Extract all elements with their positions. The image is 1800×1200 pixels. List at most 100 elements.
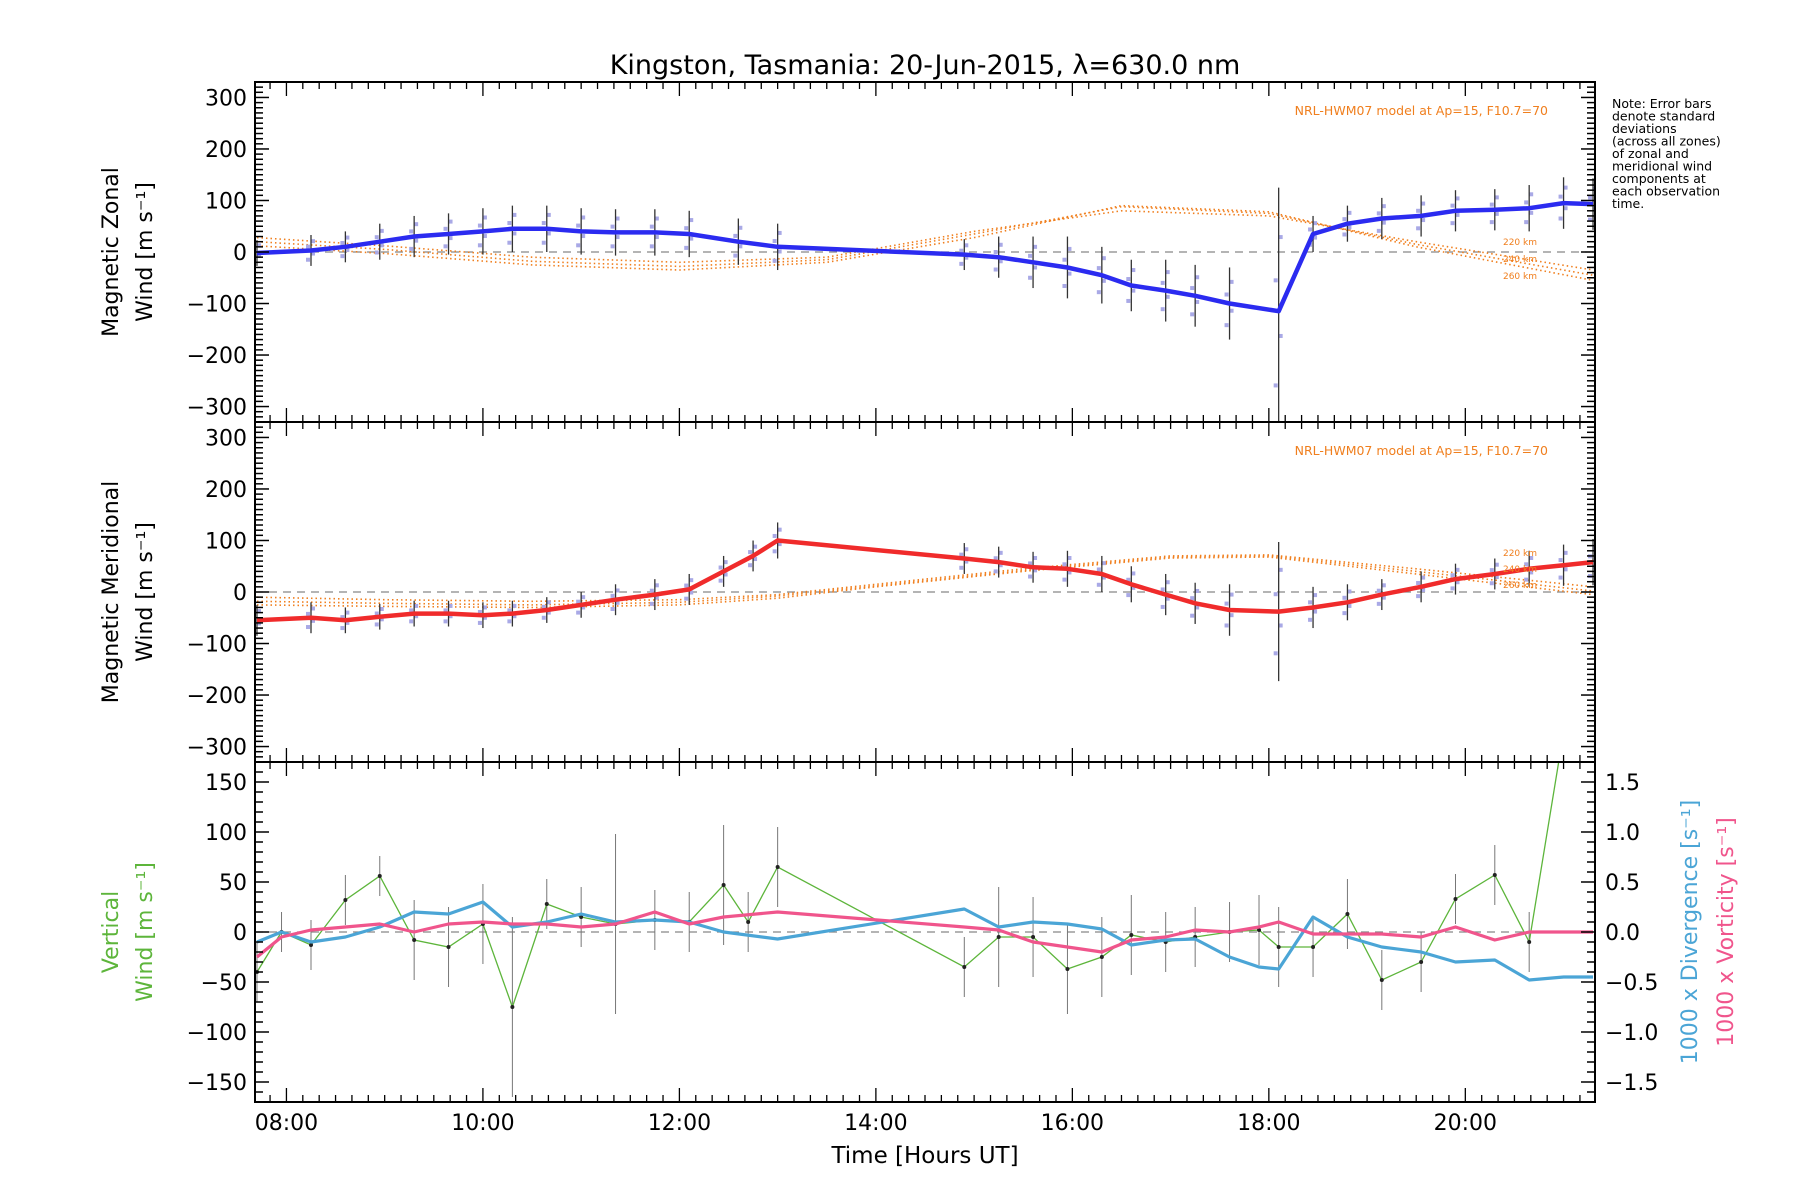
vertical-wind-point <box>1065 967 1070 971</box>
scatter-point <box>1529 570 1534 575</box>
scatter-point <box>964 255 969 260</box>
y-tick-label: −100 <box>187 1021 247 1046</box>
scatter-point <box>345 620 350 625</box>
scatter-point <box>998 550 1003 555</box>
scatter-point <box>1033 244 1038 249</box>
scatter-point <box>546 600 551 605</box>
scatter-point <box>576 610 581 615</box>
y-tick-label: 0 <box>233 921 247 946</box>
note-line: deviations <box>1612 121 1677 136</box>
scatter-point <box>1450 221 1455 226</box>
divergence-axis-title: 1000 x Divergence [s⁻¹] <box>1678 800 1703 1064</box>
scatter-point <box>1313 221 1318 226</box>
scatter-point <box>1416 594 1421 599</box>
scatter-point <box>1278 567 1283 572</box>
scatter-point <box>1421 587 1426 592</box>
scatter-point <box>305 611 310 616</box>
scatter-point <box>1376 228 1381 233</box>
scatter-point <box>772 239 777 244</box>
y-tick-label: −150 <box>187 1071 247 1096</box>
scatter-point <box>649 588 654 593</box>
scatter-point <box>541 221 546 226</box>
vertical-wind-point <box>308 943 313 947</box>
vertical-wind-point <box>1527 940 1532 944</box>
scatter-point <box>310 239 315 244</box>
scatter-point <box>1381 595 1386 600</box>
scatter-point <box>340 615 345 620</box>
scatter-point <box>615 235 620 240</box>
plot-area <box>255 730 1595 1097</box>
scatter-point <box>379 228 384 233</box>
scatter-point <box>414 222 419 227</box>
y-tick-label: −100 <box>187 293 247 318</box>
scatter-point <box>1229 308 1234 313</box>
scatter-point <box>1529 556 1534 560</box>
vertical-wind-point <box>721 883 726 887</box>
scatter-point <box>1224 292 1229 297</box>
x-tick-label: 08:00 <box>255 1111 318 1136</box>
scatter-point <box>1308 600 1313 605</box>
scatter-point <box>1126 577 1131 582</box>
scatter-point <box>443 608 448 613</box>
scatter-point <box>477 243 482 248</box>
vertical-wind-point <box>446 945 451 949</box>
y-tick-label-right: −1.0 <box>1605 1021 1658 1046</box>
scatter-point <box>1347 603 1352 608</box>
scatter-point <box>1558 575 1563 580</box>
scatter-point <box>1278 235 1283 240</box>
scatter-point <box>1489 581 1494 586</box>
zonal-wind-line <box>256 200 1594 314</box>
note-line: components at <box>1612 171 1706 186</box>
vertical-wind-point <box>1257 928 1262 932</box>
y-tick-label: 0 <box>233 241 247 266</box>
scatter-point <box>1224 623 1229 628</box>
scatter-point <box>959 552 964 557</box>
scatter-point <box>1455 567 1460 572</box>
scatter-point <box>993 267 998 272</box>
scatter-point <box>1278 623 1283 628</box>
scatter-point <box>1342 595 1347 600</box>
scatter-point <box>1101 575 1106 580</box>
divergence-line <box>256 900 1593 982</box>
scatter-point <box>1381 220 1386 225</box>
x-tick-label: 14:00 <box>844 1111 907 1136</box>
y-axis-title-line2: Wind [m s⁻¹] <box>133 182 158 322</box>
scatter-point <box>1062 577 1067 582</box>
scatter-point <box>723 560 728 565</box>
y-tick-label: 50 <box>219 871 247 896</box>
scatter-point <box>1229 613 1234 618</box>
scatter-point <box>1028 253 1033 258</box>
scatter-point <box>1376 601 1381 606</box>
scatter-point <box>1381 583 1386 588</box>
scatter-point <box>1524 577 1529 582</box>
scatter-point <box>1028 275 1033 280</box>
vertical-wind-point <box>1562 730 1566 734</box>
scatter-point <box>1190 613 1195 618</box>
note-line: meridional wind <box>1612 159 1712 174</box>
scatter-point <box>753 544 758 549</box>
scatter-point <box>581 595 586 600</box>
y-tick-label: 300 <box>205 86 247 111</box>
scatter-point <box>1588 195 1593 200</box>
vertical-wind-point <box>746 920 751 924</box>
scatter-point <box>738 244 743 249</box>
scatter-point <box>1165 580 1170 585</box>
scatter-point <box>541 615 546 620</box>
scatter-point <box>1096 266 1101 271</box>
scatter-point <box>1450 586 1455 591</box>
scatter-point <box>964 243 969 248</box>
scatter-point <box>723 572 728 577</box>
scatter-point <box>1190 312 1195 317</box>
scatter-point <box>733 253 738 258</box>
scatter-point <box>654 235 659 240</box>
scatter-point <box>1558 558 1563 563</box>
scatter-point <box>507 608 512 613</box>
scatter-point <box>753 557 758 562</box>
scatter-point <box>409 619 414 624</box>
scatter-point <box>507 221 512 226</box>
y-tick-label: −300 <box>187 736 247 761</box>
scatter-point <box>718 578 723 583</box>
scatter-point <box>1342 217 1347 222</box>
scatter-point <box>345 610 350 615</box>
zonal-wind-panel: −300 −200 −100 0 100 200 300 Magnetic Zonal Wind… <box>99 81 1596 423</box>
